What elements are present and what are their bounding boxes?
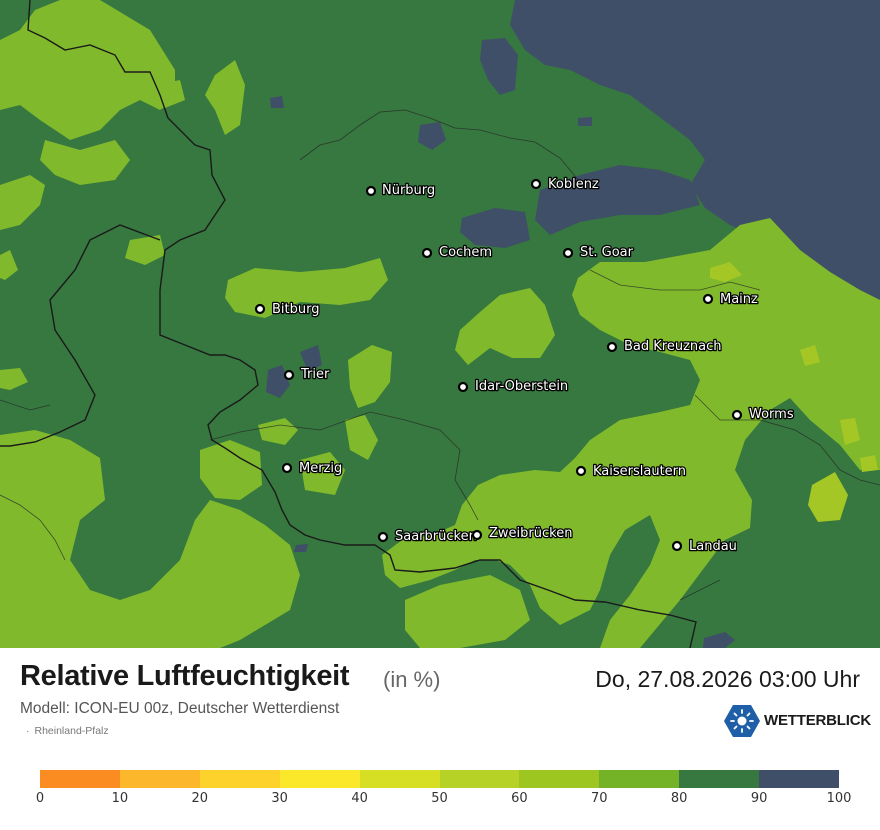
legend-tick-label: 80 [670, 791, 688, 806]
sun-logo-icon [724, 705, 760, 737]
svg-text:St. Goar: St. Goar [580, 245, 634, 260]
svg-text:Merzig: Merzig [299, 461, 342, 476]
legend-tick-label: 10 [111, 791, 129, 806]
city-landau: Landau [671, 538, 738, 555]
city-bad-kreuznach: Bad Kreuznach [606, 338, 723, 355]
svg-text:Mainz: Mainz [720, 292, 758, 307]
forecast-datetime: Do, 27.08.2026 03:00 Uhr [595, 666, 860, 692]
legend-swatch [679, 770, 760, 788]
legend-tick-label: 40 [351, 791, 368, 806]
legend-swatch [359, 770, 440, 788]
humidity-map: Nürburg Koblenz Cochem St. Goar Mainz Bi… [0, 0, 880, 648]
unit-label: (in %) [383, 667, 441, 692]
svg-text:Bitburg: Bitburg [272, 302, 320, 317]
region-label: · Rheinland-Pfalz [26, 725, 109, 737]
city-saarbruecken: Saarbrücken [377, 528, 478, 545]
svg-text:Bad Kreuznach: Bad Kreuznach [624, 339, 722, 354]
legend-swatch [119, 770, 200, 788]
city-cochem: Cochem [421, 244, 493, 261]
city-bitburg: Bitburg [254, 301, 321, 318]
region-name: Rheinland-Pfalz [34, 725, 109, 737]
legend-swatch [599, 770, 680, 788]
legend-tick-label: 70 [591, 791, 608, 806]
humidity-90-100-areas [266, 0, 880, 648]
legend-tick-label: 90 [750, 791, 768, 806]
svg-text:Zweibrücken: Zweibrücken [489, 526, 572, 541]
city-idar-oberstein: Idar-Oberstein [457, 378, 569, 395]
model-source: Modell: ICON-EU 00z, Deutscher Wetterdie… [20, 700, 340, 717]
svg-text:Trier: Trier [300, 367, 330, 382]
legend-tick-label: 100 [826, 791, 852, 806]
svg-text:Kaiserslautern: Kaiserslautern [593, 464, 686, 479]
legend-swatch [279, 770, 360, 788]
legend-swatch [199, 770, 280, 788]
svg-text:Idar-Oberstein: Idar-Oberstein [475, 379, 568, 394]
city-nuerburg: Nürburg [365, 182, 436, 199]
luxembourg-border [0, 224, 161, 447]
city-merzig: Merzig [281, 460, 344, 477]
brand-logo: WETTERBLICK [724, 704, 871, 737]
legend-tick-label: 30 [271, 791, 288, 806]
region-bullet: · [26, 725, 30, 737]
legend-swatch [519, 770, 600, 788]
city-kaiserslautern: Kaiserslautern [575, 463, 687, 480]
legend-swatch [759, 770, 840, 788]
city-zweibruecken: Zweibrücken [471, 525, 574, 542]
legend-tick-label: 0 [35, 791, 45, 806]
svg-text:Cochem: Cochem [439, 245, 492, 260]
svg-text:Koblenz: Koblenz [548, 177, 599, 192]
svg-text:Landau: Landau [689, 539, 737, 554]
humidity-60-70-areas [710, 262, 878, 522]
color-legend [40, 770, 840, 788]
legend-tick-label: 50 [431, 791, 448, 806]
city-st-goar: St. Goar [562, 244, 635, 261]
map-footer: Relative Luftfeuchtigkeit (in %) Do, 27.… [0, 648, 880, 830]
map-title: Relative Luftfeuchtigkeit [20, 660, 350, 692]
city-mainz: Mainz [702, 291, 759, 308]
svg-text:Saarbrücken: Saarbrücken [395, 529, 477, 544]
humidity-70-80-areas [0, 0, 880, 648]
legend-tick-label: 20 [191, 791, 209, 806]
legend-swatch [40, 770, 120, 788]
legend-swatch [439, 770, 520, 788]
city-markers: Nürburg Koblenz Cochem St. Goar Mainz Bi… [254, 176, 795, 555]
legend-tick-label: 60 [511, 791, 528, 806]
legend-ticks: 0 10 20 30 40 50 60 70 80 90 100 [36, 791, 852, 811]
city-worms: Worms [731, 406, 795, 423]
brand-name: WETTERBLICK [764, 712, 871, 729]
svg-text:Nürburg: Nürburg [382, 183, 435, 198]
state-border [0, 109, 880, 601]
city-koblenz: Koblenz [530, 176, 600, 193]
borders [0, 0, 880, 648]
svg-text:Worms: Worms [749, 407, 794, 422]
city-trier: Trier [283, 366, 331, 383]
country-border [27, 0, 697, 648]
